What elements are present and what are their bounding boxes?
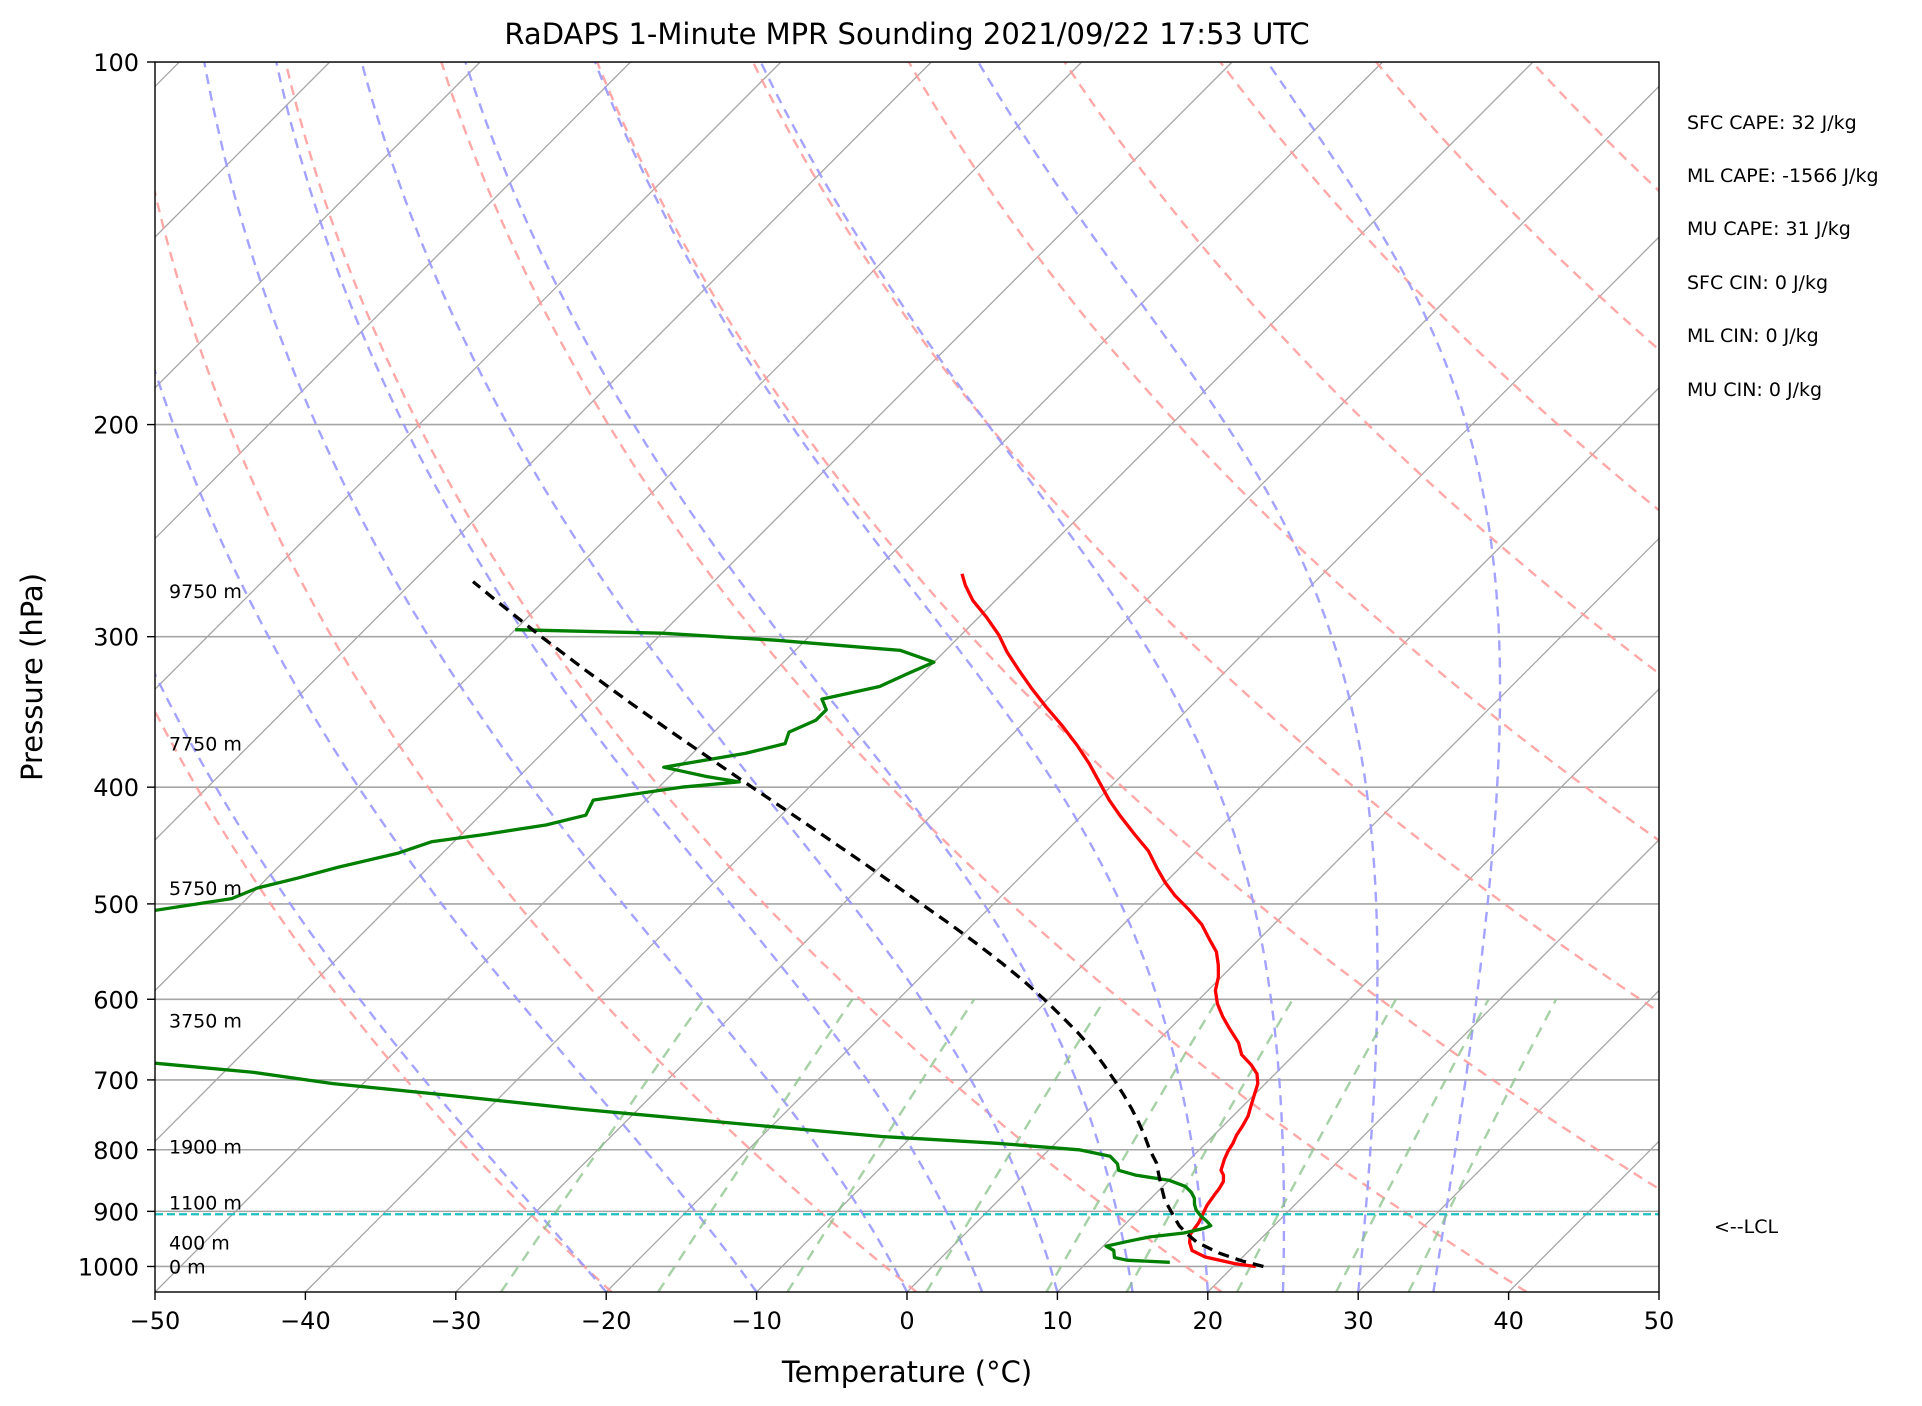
mixing-ratio-32 [1407,998,1558,1292]
isotherm--60 [155,62,1233,1143]
height-label-9750m: 9750 m [169,581,242,603]
y-tick-labels: 100 200 300 400 500 600 700 800 900 1000 [78,49,139,1281]
x-tick-label--10: −10 [731,1307,782,1335]
height-label-1100m: 1100 m [169,1193,242,1215]
moist-adiabat-30 [977,62,1379,1292]
y-tick-label-500: 500 [93,891,139,919]
moist-adiabat-20 [593,62,1209,1292]
dry-adiabat-370 [907,62,1659,842]
x-axis-label: Temperature (°C) [781,1355,1032,1389]
y-tick-label-200: 200 [93,412,139,440]
x-tick-label-10: 10 [1042,1307,1073,1335]
x-tick-label-0: 0 [899,1307,914,1335]
moist-adiabat-25 [759,62,1286,1292]
x-tick-label--20: −20 [581,1307,632,1335]
axis-ticks [147,61,1660,1300]
dry-adiabat-270 [155,187,918,1292]
dry-adiabat-250 [155,708,613,1292]
moist-adiabat--20 [155,671,608,1292]
isotherm-10 [1056,688,1659,1292]
height-label-1900m: 1900 m [169,1136,242,1158]
y-tick-label-1000: 1000 [78,1253,139,1281]
temperature-line [960,573,1260,1269]
parcel-line [471,580,1264,1269]
mixing-ratio-10 [1125,998,1294,1292]
isotherm--90 [155,62,782,691]
y-tick-label-800: 800 [93,1137,139,1165]
stat-mu-cin: MU CIN: 0 J/kg [1687,379,1822,401]
stat-sfc-cin: SFC CIN: 0 J/kg [1687,272,1828,294]
y-tick-label-400: 400 [93,774,139,802]
isotherm--30 [455,85,1659,1292]
x-tick-label-50: 50 [1644,1307,1675,1335]
moist-adiabat-5 [275,62,984,1292]
lcl-label: <--LCL [1714,1216,1778,1238]
stat-sfc-cape: SFC CAPE: 32 J/kg [1687,112,1857,134]
isotherm--10 [756,386,1659,1292]
isotherm--70 [155,62,1083,992]
isotherm--80 [155,62,932,841]
isotherm--20 [605,236,1659,1292]
y-tick-label-100: 100 [93,49,139,77]
moist-adiabat-10 [360,62,1059,1292]
isotherm-20 [1207,838,1659,1292]
chart-title: RaDAPS 1-Minute MPR Sounding 2021/09/22 … [504,17,1309,51]
stat-ml-cape: ML CAPE: -1566 J/kg [1687,165,1879,187]
moist-adiabat-0 [203,62,909,1292]
isotherm--100 [155,62,632,540]
isotherm--40 [304,62,1534,1292]
y-tick-label-700: 700 [93,1067,139,1095]
height-label-7750m: 7750 m [169,734,242,756]
dry-adiabat-310 [440,62,1528,1292]
dry-adiabat-330 [595,62,1659,1191]
x-tick-label-20: 20 [1193,1307,1224,1335]
height-label-5750m: 5750 m [169,878,242,900]
data-lines [155,573,1659,1269]
x-tick-label--50: −50 [130,1307,181,1335]
x-tick-label--30: −30 [430,1307,481,1335]
moist-adiabat--10 [155,367,758,1292]
mixing-ratio-0.4 [499,998,705,1292]
stats-panel: SFC CAPE: 32 J/kg ML CAPE: -1566 J/kg MU… [1687,112,1879,401]
mixing-ratio-7 [1045,998,1219,1292]
mixing-ratio-1 [657,998,854,1292]
x-tick-label-30: 30 [1343,1307,1374,1335]
mixing-ratio-2 [786,998,976,1292]
dry-adiabat-290 [284,62,1223,1292]
height-label-400m: 400 m [169,1232,230,1254]
background-lines [155,62,1659,1292]
y-axis-label: Pressure (hPa) [15,573,49,781]
height-label-3750m: 3750 m [169,1011,242,1033]
stat-mu-cape: MU CAPE: 31 J/kg [1687,218,1851,240]
mixing-ratio-16 [1235,998,1397,1292]
x-tick-labels: −50 −40 −30 −20 −10 0 10 20 30 40 50 [130,1307,1675,1335]
stat-ml-cin: ML CIN: 0 J/kg [1687,325,1819,347]
isotherm-30 [1357,989,1659,1292]
mixing-ratio-24 [1335,998,1490,1292]
isotherm-0 [906,537,1659,1292]
x-tick-label--40: −40 [280,1307,331,1335]
y-tick-label-300: 300 [93,624,139,652]
y-tick-label-600: 600 [93,986,139,1014]
isotherm--110 [155,62,481,389]
x-tick-label-40: 40 [1493,1307,1524,1335]
y-tick-label-900: 900 [93,1198,139,1226]
moist-adiabat-15 [464,62,1134,1292]
dewpoint-line [155,628,1213,1264]
moist-adiabat-35 [1266,62,1502,1292]
dry-adiabat-350 [751,62,1659,1014]
mixing-ratio-4 [925,998,1107,1292]
height-label-0m: 0 m [169,1256,206,1278]
